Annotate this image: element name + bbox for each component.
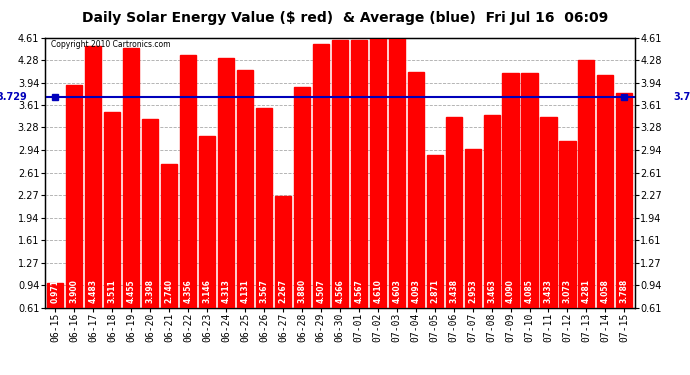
Bar — [180, 55, 196, 308]
Text: 3.433: 3.433 — [544, 280, 553, 303]
Text: 4.131: 4.131 — [241, 280, 250, 303]
Text: 3.729: 3.729 — [0, 92, 27, 102]
Text: 3.398: 3.398 — [146, 279, 155, 303]
Text: 4.085: 4.085 — [525, 280, 534, 303]
Bar — [446, 117, 462, 308]
Text: 3.146: 3.146 — [203, 280, 212, 303]
Text: 3.567: 3.567 — [259, 280, 268, 303]
Text: 3.729: 3.729 — [673, 92, 690, 102]
Bar — [351, 40, 367, 308]
Text: 3.788: 3.788 — [620, 279, 629, 303]
Text: 2.871: 2.871 — [430, 279, 439, 303]
Text: Daily Solar Energy Value ($ red)  & Average (blue)  Fri Jul 16  06:09: Daily Solar Energy Value ($ red) & Avera… — [82, 11, 608, 25]
Bar — [85, 46, 101, 308]
Bar — [578, 60, 595, 308]
Bar — [370, 38, 386, 308]
Bar — [313, 45, 329, 308]
Bar — [218, 57, 234, 308]
Bar — [199, 136, 215, 308]
Bar — [66, 86, 82, 308]
Text: 4.566: 4.566 — [335, 280, 344, 303]
Bar — [332, 40, 348, 308]
Text: 4.313: 4.313 — [221, 280, 230, 303]
Bar — [237, 70, 253, 308]
Text: 4.455: 4.455 — [127, 280, 136, 303]
Bar — [464, 149, 481, 308]
Text: 3.511: 3.511 — [108, 280, 117, 303]
Bar — [275, 196, 291, 308]
Bar — [388, 38, 405, 308]
Text: 4.058: 4.058 — [601, 280, 610, 303]
Bar — [142, 119, 158, 308]
Bar — [294, 87, 310, 308]
Text: 3.900: 3.900 — [70, 280, 79, 303]
Text: 4.610: 4.610 — [373, 280, 382, 303]
Text: 0.971: 0.971 — [51, 279, 60, 303]
Bar — [426, 155, 443, 308]
Bar — [408, 72, 424, 308]
Text: 3.463: 3.463 — [487, 280, 496, 303]
Text: 3.438: 3.438 — [449, 279, 458, 303]
Text: 4.093: 4.093 — [411, 280, 420, 303]
Text: 2.267: 2.267 — [279, 279, 288, 303]
Text: 4.483: 4.483 — [89, 279, 98, 303]
Bar — [123, 48, 139, 308]
Text: 4.090: 4.090 — [506, 280, 515, 303]
Text: 2.740: 2.740 — [165, 279, 174, 303]
Bar — [540, 117, 557, 308]
Text: Copyright 2010 Cartronics.com: Copyright 2010 Cartronics.com — [51, 40, 170, 49]
Bar — [104, 112, 120, 308]
Text: 4.507: 4.507 — [316, 280, 326, 303]
Text: 4.603: 4.603 — [392, 280, 401, 303]
Bar — [598, 75, 613, 308]
Text: 4.567: 4.567 — [354, 280, 364, 303]
Text: 4.281: 4.281 — [582, 279, 591, 303]
Bar — [161, 164, 177, 308]
Bar — [256, 108, 272, 308]
Bar — [522, 73, 538, 308]
Bar — [502, 73, 519, 308]
Text: 4.356: 4.356 — [184, 280, 193, 303]
Bar — [484, 115, 500, 308]
Bar — [616, 93, 633, 308]
Text: 3.073: 3.073 — [563, 279, 572, 303]
Bar — [560, 141, 575, 308]
Text: 3.880: 3.880 — [297, 279, 306, 303]
Bar — [47, 283, 63, 308]
Text: 2.953: 2.953 — [468, 280, 477, 303]
